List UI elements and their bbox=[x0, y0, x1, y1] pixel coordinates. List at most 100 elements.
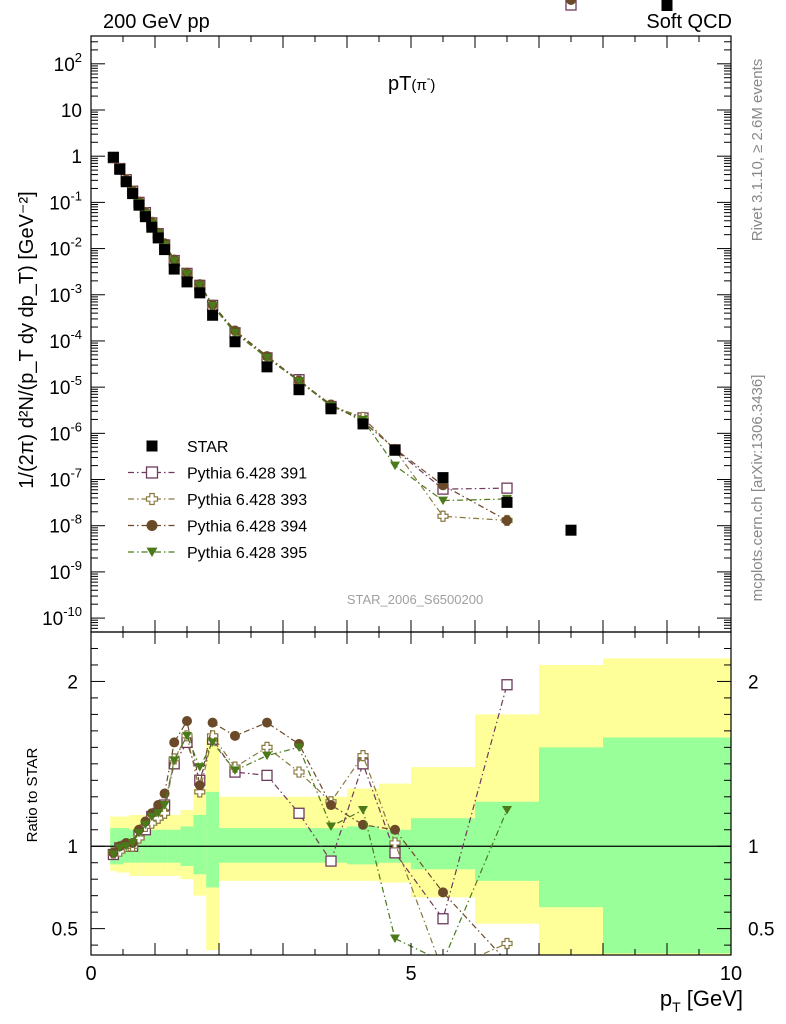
ratio-mc-point bbox=[146, 812, 157, 822]
main-star-point bbox=[168, 263, 180, 275]
mcplots-label: mcplots.cern.ch [arXiv:1306.3436] bbox=[749, 375, 766, 602]
main-mc-point bbox=[566, 0, 576, 5]
ratio-mc-point bbox=[194, 763, 205, 772]
ratio-y-tick-label-right: 2 bbox=[748, 672, 759, 693]
ratio-mc-point bbox=[437, 913, 449, 925]
main-star-point bbox=[146, 221, 158, 233]
main-star-point bbox=[120, 176, 132, 188]
ratio-mc-point bbox=[293, 766, 305, 778]
main-mc-point bbox=[207, 302, 218, 311]
ratio-mc-point bbox=[389, 837, 401, 849]
ratio-mc-point bbox=[127, 838, 138, 848]
main-plot-frame bbox=[90, 35, 732, 633]
ratio-mc-point bbox=[438, 958, 448, 967]
main-mc-point bbox=[437, 510, 449, 522]
ratio-mc-point bbox=[326, 822, 336, 831]
y-tick-label: 10 bbox=[61, 101, 82, 122]
main-series-line bbox=[112, 156, 508, 521]
ratio-mc-point bbox=[261, 741, 273, 753]
y-tick-label: 10-3 bbox=[49, 281, 82, 307]
ratio-mc-point bbox=[114, 843, 125, 853]
ratio-y-tick-label: 1 bbox=[67, 837, 78, 858]
ratio-y-axis-label: Ratio to STAR bbox=[24, 747, 41, 842]
legend-marker bbox=[146, 520, 158, 531]
header-left: 200 GeV pp bbox=[103, 11, 210, 33]
main-series-line bbox=[112, 157, 508, 502]
ratio-mc-point bbox=[182, 715, 192, 726]
main-mc-point bbox=[262, 353, 272, 363]
main-star-point bbox=[389, 444, 401, 456]
main-mc-point bbox=[182, 270, 192, 279]
ratio-mc-point bbox=[194, 786, 206, 798]
header-right: Soft QCD bbox=[646, 11, 732, 33]
x-axis-label: pT [GeV] bbox=[660, 986, 743, 1015]
ratio-mc-point bbox=[230, 766, 240, 775]
ratio-y-tick-label: 2 bbox=[67, 672, 78, 693]
main-star-point bbox=[501, 496, 513, 508]
ratio-band-green bbox=[475, 801, 539, 881]
ratio-mc-point bbox=[121, 842, 132, 851]
legend-label: Pythia 6.428 395 bbox=[187, 545, 307, 562]
ratio-band-green bbox=[219, 828, 251, 863]
ratio-mc-point bbox=[108, 850, 119, 859]
main-star-point bbox=[194, 287, 206, 299]
ratio-band-green bbox=[251, 828, 283, 863]
legend-marker bbox=[145, 492, 159, 506]
main-star-point bbox=[107, 151, 119, 163]
legend-marker bbox=[145, 466, 159, 479]
main-series-line bbox=[112, 157, 508, 490]
main-series-line bbox=[112, 157, 508, 522]
main-star-point bbox=[261, 361, 273, 373]
y-tick-label: 10-6 bbox=[49, 419, 82, 445]
ratio-mc-point bbox=[169, 756, 180, 766]
ratio-y-tick-label: 0.5 bbox=[52, 920, 78, 941]
main-star-point bbox=[229, 336, 241, 348]
main-y-axis-label: 1/(2π) d²N/(p_T dy dp_T) [GeV⁻²] bbox=[16, 191, 38, 488]
ratio-mc-point bbox=[438, 887, 448, 898]
main-star-point bbox=[133, 199, 145, 211]
main-star-point bbox=[139, 211, 151, 223]
main-mc-point bbox=[501, 482, 513, 494]
y-tick-label: 102 bbox=[54, 50, 82, 76]
y-tick-label: 10-7 bbox=[49, 466, 82, 492]
ratio-mc-point bbox=[438, 966, 448, 976]
ratio-y-tick-label-right: 0.5 bbox=[748, 920, 774, 941]
x-tick-label: 10 bbox=[720, 963, 742, 985]
ratio-mc-point bbox=[390, 824, 400, 835]
y-tick-label: 10-5 bbox=[49, 373, 82, 399]
ratio-mc-point bbox=[358, 805, 368, 815]
legend-marker bbox=[146, 547, 158, 557]
ratio-band-green bbox=[283, 828, 315, 863]
ratio-band-green bbox=[411, 818, 475, 870]
main-mc-point bbox=[438, 496, 448, 506]
legend-label: STAR bbox=[187, 439, 228, 456]
main-star-point bbox=[437, 472, 449, 484]
ratio-mc-point bbox=[159, 788, 170, 799]
main-star-point bbox=[159, 244, 171, 256]
main-star-point bbox=[152, 232, 164, 244]
main-star-point bbox=[127, 188, 139, 200]
legend-label: Pythia 6.428 391 bbox=[187, 466, 307, 483]
ratio-mc-point bbox=[262, 717, 272, 728]
ratio-mc-point bbox=[262, 751, 272, 761]
plot-title: pT(π-) bbox=[388, 73, 435, 95]
main-star-point bbox=[293, 384, 305, 396]
analysis-watermark: STAR_2006_S6500200 bbox=[347, 592, 483, 607]
y-tick-label: 1 bbox=[71, 147, 82, 168]
legend: STAR Pythia 6.428 391 Pythia 6.428 393 Pyth… bbox=[128, 439, 307, 562]
ratio-mc-point bbox=[194, 780, 205, 791]
main-star-point bbox=[661, 0, 673, 11]
x-tick-label: 0 bbox=[85, 963, 96, 985]
ratio-mc-point bbox=[140, 820, 151, 830]
legend-label: Pythia 6.428 393 bbox=[187, 492, 307, 509]
main-mc-point bbox=[294, 377, 304, 386]
legend-marker bbox=[146, 440, 158, 452]
main-mc-point bbox=[194, 281, 205, 290]
ratio-mc-point bbox=[134, 829, 144, 838]
ratio-mc-point bbox=[182, 731, 192, 741]
ratio-mc-point bbox=[325, 855, 337, 867]
axis-ticks: 0 5 10 10-10 10-9 10-8 10-7 10-6 10-5 10-4 10-3 10-… bbox=[42, 35, 774, 985]
y-tick-label: 10-1 bbox=[49, 188, 82, 214]
ratio-mc-point bbox=[261, 769, 273, 782]
